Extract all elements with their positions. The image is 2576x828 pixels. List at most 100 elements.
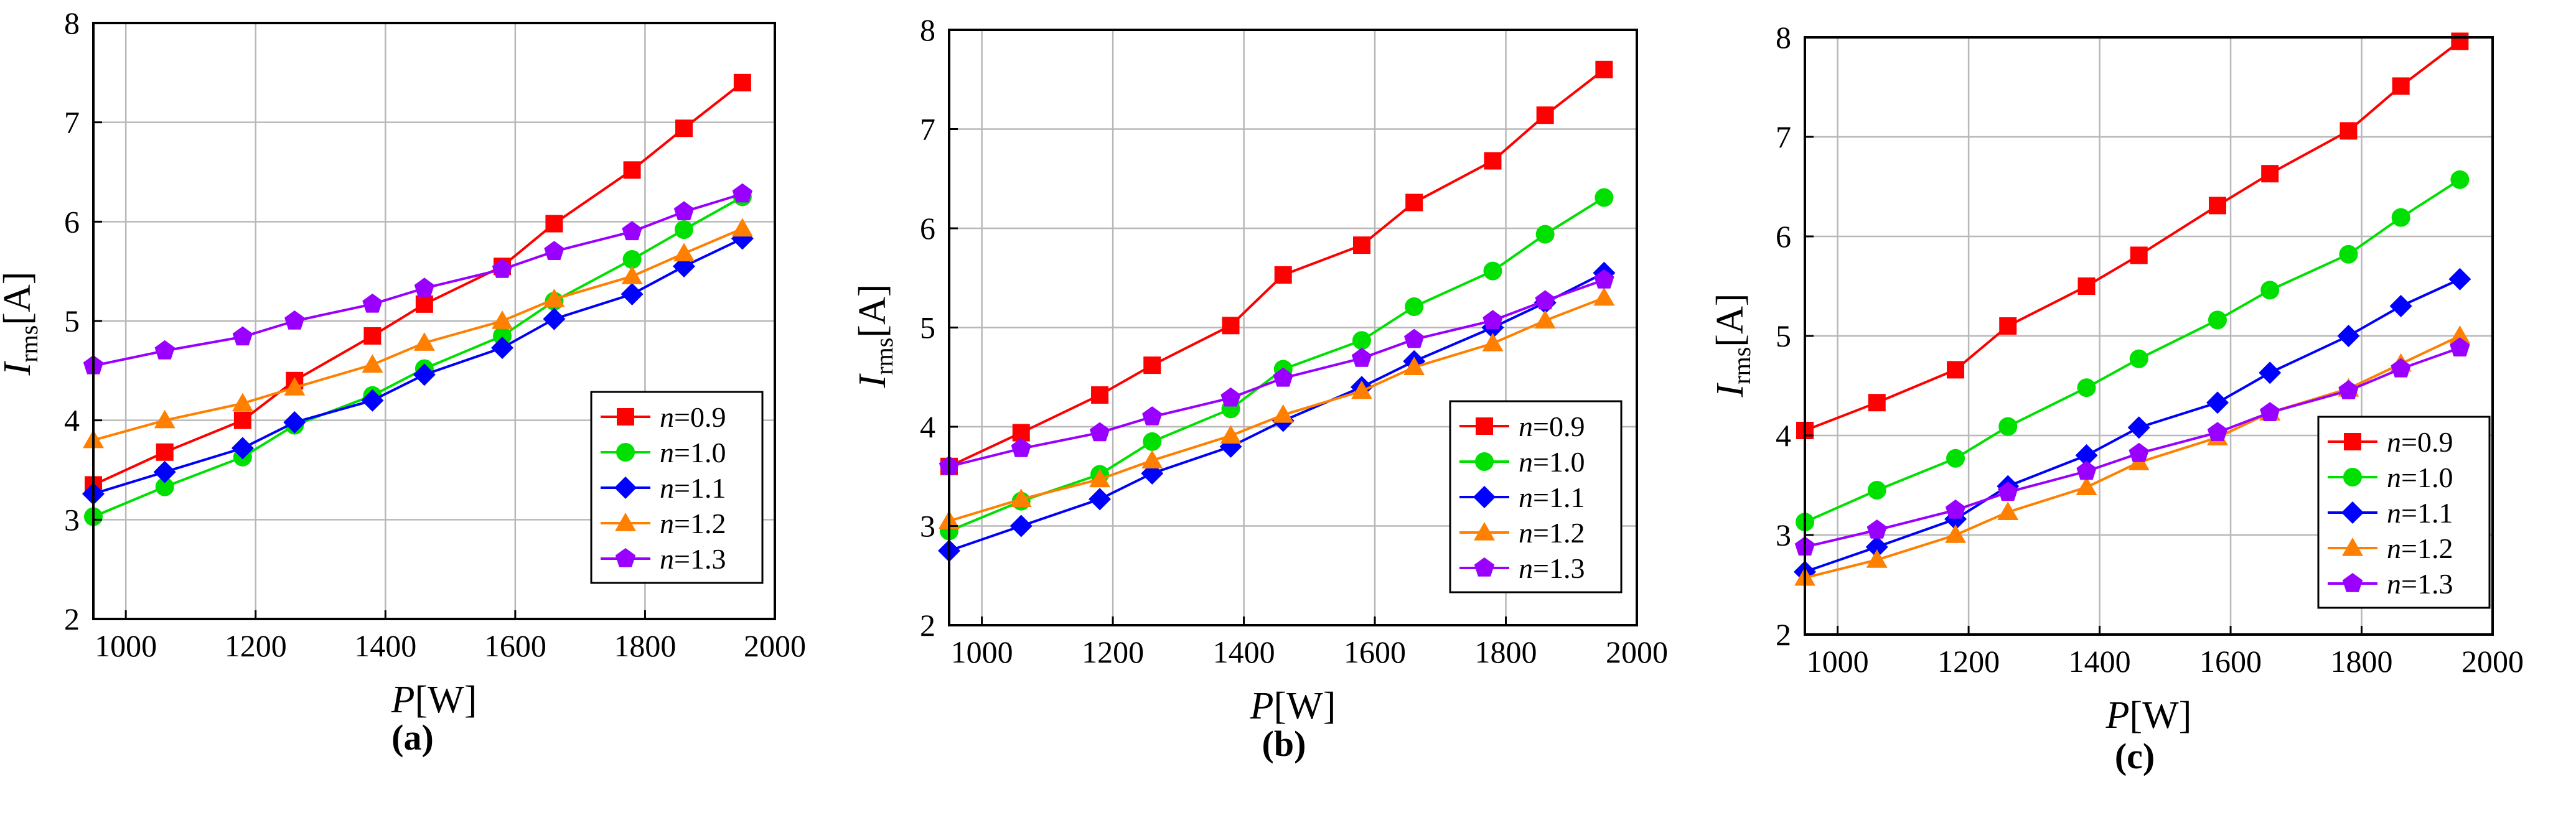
marker-diamond-2-10 bbox=[2448, 267, 2471, 291]
marker-circle-1-10 bbox=[1595, 188, 1614, 207]
marker-square-0-9 bbox=[1536, 106, 1554, 124]
marker-triangle-3-7 bbox=[1403, 356, 1425, 376]
y-tick-label: 5 bbox=[1776, 319, 1791, 353]
x-axis-label-symbol: P bbox=[1250, 685, 1274, 727]
legend-value: =1.3 bbox=[674, 543, 726, 575]
legend-symbol: n bbox=[660, 508, 674, 539]
y-axis-label-unit: [A] bbox=[0, 272, 39, 325]
legend-value: =0.9 bbox=[1533, 411, 1585, 442]
marker-square-0-6 bbox=[1353, 236, 1370, 254]
legend-symbol: n bbox=[1519, 517, 1533, 549]
x-tick-label: 2000 bbox=[744, 628, 806, 663]
marker-square-0-1 bbox=[1868, 394, 1886, 412]
x-axis-label-unit: [W] bbox=[415, 679, 477, 721]
y-tick-label: 8 bbox=[1776, 20, 1791, 55]
marker-pentagon-4-9 bbox=[2391, 358, 2411, 378]
marker-pentagon-4-9 bbox=[673, 201, 695, 221]
marker-circle-1-9 bbox=[2391, 208, 2410, 227]
marker-square-0-3 bbox=[1143, 356, 1161, 374]
y-tick-label: 7 bbox=[1776, 119, 1791, 154]
legend-label-4: n=1.3 bbox=[2387, 568, 2453, 600]
panel-label: (b) bbox=[1262, 723, 1306, 764]
marker-diamond-2-8 bbox=[621, 282, 644, 305]
x-tick-label: 1400 bbox=[2069, 644, 2131, 679]
legend-symbol: n bbox=[2387, 568, 2401, 600]
marker-pentagon-4-1 bbox=[154, 340, 175, 360]
marker-diamond-2-legend bbox=[2341, 501, 2364, 524]
y-axis-label-unit: [A] bbox=[851, 284, 894, 338]
legend-value: =1.0 bbox=[2401, 462, 2453, 493]
y-tick-label: 7 bbox=[920, 112, 935, 147]
marker-triangle-3-4 bbox=[2076, 477, 2097, 495]
x-axis-label: P[W] bbox=[391, 679, 477, 721]
marker-diamond-2-1 bbox=[1865, 536, 1888, 559]
legend-symbol: n bbox=[660, 401, 674, 433]
marker-pentagon-4-4 bbox=[2076, 460, 2097, 480]
legend-symbol: n bbox=[1519, 481, 1533, 513]
marker-diamond-2-1 bbox=[1009, 514, 1033, 537]
y-axis-label: Irms[A] bbox=[1709, 294, 1756, 398]
marker-square-0-2 bbox=[1091, 386, 1109, 404]
marker-square-0-5 bbox=[415, 295, 433, 313]
marker-square-0-legend bbox=[1476, 417, 1493, 435]
marker-circle-1-1 bbox=[155, 477, 174, 496]
legend-symbol: n bbox=[2387, 426, 2401, 458]
chart-panel-2: 1000 1200 1400 1600 1800 20002345678P[W]Irms[… bbox=[851, 12, 1668, 764]
legend-value: =1.3 bbox=[1533, 552, 1585, 584]
marker-pentagon-4-legend bbox=[1474, 557, 1495, 577]
marker-diamond-2-legend bbox=[614, 477, 637, 499]
legend-symbol: n bbox=[2387, 462, 2401, 493]
marker-square-0-5 bbox=[2130, 246, 2148, 264]
marker-triangle-3-4 bbox=[362, 354, 383, 373]
marker-triangle-3-7 bbox=[543, 288, 565, 307]
marker-square-0-8 bbox=[623, 161, 641, 179]
marker-triangle-3-1 bbox=[154, 409, 176, 429]
x-axis-label-symbol: P bbox=[391, 679, 415, 721]
marker-triangle-3-3 bbox=[1997, 501, 2019, 520]
marker-circle-1-9 bbox=[1535, 225, 1555, 244]
marker-pentagon-4-3 bbox=[1142, 406, 1163, 426]
marker-circle-1-6 bbox=[2208, 310, 2227, 330]
marker-pentagon-4-legend bbox=[615, 548, 636, 567]
marker-triangle-3-9 bbox=[1534, 310, 1556, 329]
y-axis-label-symbol: I bbox=[0, 360, 39, 376]
x-tick-label: 1600 bbox=[1344, 635, 1406, 669]
y-tick-label: 5 bbox=[920, 310, 935, 345]
marker-diamond-2-4 bbox=[2075, 444, 2098, 467]
legend-label-4: n=1.3 bbox=[660, 543, 726, 575]
y-tick-label: 3 bbox=[64, 502, 80, 537]
marker-square-0-4 bbox=[2077, 277, 2096, 295]
legend-value: =1.3 bbox=[2401, 568, 2453, 600]
legend: n=0.9n=1.0n=1.1n=1.2n=1.3 bbox=[2317, 416, 2491, 609]
marker-circle-1-6 bbox=[1352, 331, 1371, 350]
marker-circle-1-legend bbox=[616, 443, 635, 462]
marker-square-0-10 bbox=[733, 73, 751, 91]
marker-diamond-2-4 bbox=[361, 389, 384, 412]
y-tick-label: 6 bbox=[64, 204, 80, 239]
y-tick-label: 6 bbox=[920, 211, 935, 246]
marker-circle-1-9 bbox=[675, 220, 693, 240]
marker-diamond-2-legend bbox=[1473, 486, 1496, 508]
legend-symbol: n bbox=[1519, 411, 1533, 442]
marker-circle-1-4 bbox=[2077, 378, 2096, 398]
marker-circle-1-10 bbox=[2450, 170, 2470, 189]
x-tick-label: 2000 bbox=[1606, 635, 1668, 669]
marker-pentagon-4-2 bbox=[1089, 422, 1110, 442]
x-tick-label: 1000 bbox=[1807, 644, 1869, 679]
marker-pentagon-4-3 bbox=[284, 310, 305, 330]
marker-triangle-3-3 bbox=[284, 376, 306, 396]
marker-triangle-3-5 bbox=[1272, 404, 1294, 423]
legend-symbol: n bbox=[660, 437, 674, 468]
marker-triangle-3-1 bbox=[1866, 549, 1888, 568]
chart-panel-3: 1000 1200 1400 1600 1800 20002345678P[W]Irms[… bbox=[1709, 20, 2524, 776]
legend-label-1: n=1.0 bbox=[660, 437, 726, 468]
marker-triangle-3-2 bbox=[1089, 468, 1111, 488]
marker-square-0-legend bbox=[2344, 433, 2361, 450]
legend-value: =1.1 bbox=[674, 472, 726, 504]
legend-label-0: n=0.9 bbox=[660, 401, 726, 433]
marker-circle-1-2 bbox=[1946, 449, 1965, 468]
marker-diamond-2-6 bbox=[2206, 391, 2229, 414]
marker-triangle-3-10 bbox=[731, 218, 753, 237]
marker-square-0-1 bbox=[156, 443, 174, 461]
y-tick-label: 3 bbox=[1776, 518, 1791, 552]
